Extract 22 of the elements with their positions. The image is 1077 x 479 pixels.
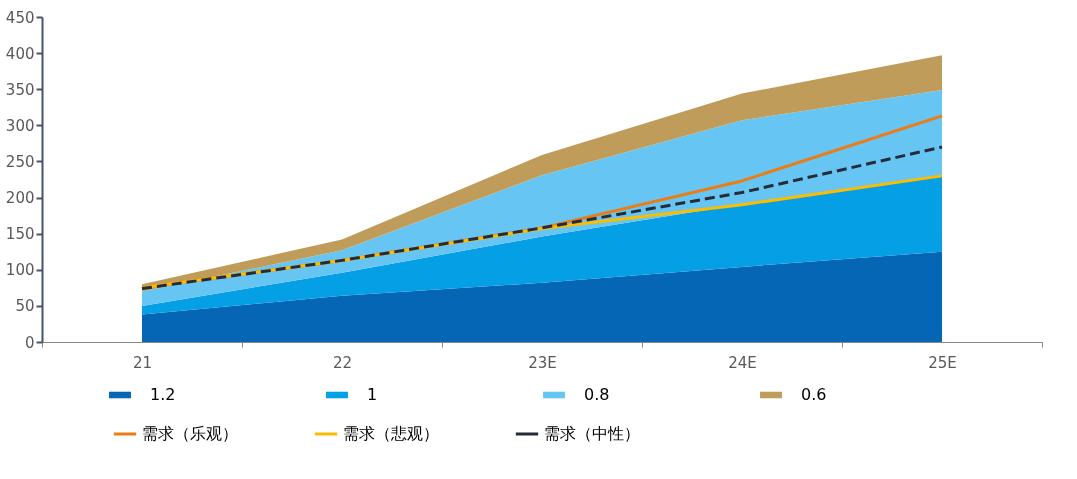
y-tick-label: 300 [5,116,35,135]
y-tick-label: 350 [5,80,35,99]
legend-label: 0.6 [801,385,827,404]
y-tick-label: 50 [15,297,35,316]
y-tick-label: 400 [5,44,35,63]
x-tick-label: 21 [132,353,153,372]
y-tick-label: 450 [5,8,35,27]
legend-label: 需求（中性） [544,424,640,443]
y-tick-label: 200 [5,189,35,208]
y-tick-label: 250 [5,152,35,171]
x-tick-label: 23E [528,353,557,372]
legend-label: 1 [367,385,378,404]
y-tick-label: 0 [24,333,35,352]
x-tick-label: 25E [928,353,957,372]
x-tick-label: 22 [332,353,353,372]
legend-label: 需求（乐观） [142,424,238,443]
legend-label: 需求（悲观） [343,424,439,443]
y-tick-label: 150 [5,225,35,244]
legend-label: 1.2 [150,385,176,404]
x-tick-label: 24E [728,353,757,372]
y-tick-label: 100 [5,261,35,280]
legend-label: 0.8 [584,385,610,404]
